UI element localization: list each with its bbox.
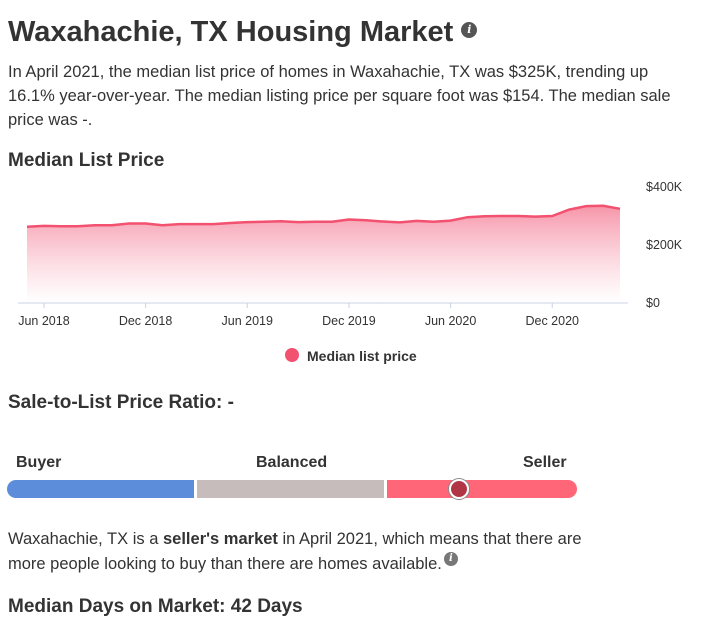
y-tick-label: $400K <box>646 180 683 194</box>
y-tick-label: $200K <box>646 238 683 252</box>
market-type-emphasis: seller's market <box>163 530 278 548</box>
y-axis-ticks: $400K $200K $0 <box>646 180 683 310</box>
chart-legend[interactable]: Median list price <box>285 348 417 364</box>
legend-label: Median list price <box>307 348 417 364</box>
x-tick-label: Dec 2020 <box>525 314 579 328</box>
seller-label: Seller <box>523 454 567 471</box>
market-summary-prefix: Waxahachie, TX is a <box>8 530 163 548</box>
x-tick-label: Dec 2018 <box>119 314 173 328</box>
info-icon[interactable]: i <box>443 551 458 566</box>
seller-segment <box>387 480 577 498</box>
series-line <box>26 204 621 228</box>
x-axis-ticks: Jun 2018 Dec 2018 Jun 2019 Dec 2019 Jun 2020… <box>18 303 579 328</box>
x-tick-label: Jun 2018 <box>18 314 69 328</box>
ratio-marker[interactable] <box>449 479 469 499</box>
intro-paragraph: In April 2021, the median list price of … <box>8 63 671 129</box>
x-tick-label: Jun 2020 <box>425 314 476 328</box>
median-list-price-heading: Median List Price <box>8 150 165 171</box>
days-on-market-heading: Median Days on Market: 42 Days <box>8 596 303 617</box>
buyer-segment <box>7 480 194 498</box>
y-tick-label: $0 <box>646 296 660 310</box>
x-tick-label: Dec 2019 <box>322 314 376 328</box>
chart-area <box>27 205 620 303</box>
legend-marker <box>285 348 299 363</box>
balanced-segment <box>197 480 384 498</box>
page-title-text: Waxahachie, TX Housing Market <box>8 16 454 48</box>
x-tick-label: Jun 2019 <box>222 314 273 328</box>
buyer-label: Buyer <box>16 454 62 471</box>
market-summary-suffix: in April 2021, which means that there ar… <box>8 530 582 573</box>
sale-to-list-heading: Sale-to-List Price Ratio: - <box>8 392 234 413</box>
info-icon[interactable]: i <box>461 22 478 39</box>
market-summary: Waxahachie, TX is a seller's market in A… <box>8 527 588 577</box>
page-title: Waxahachie, TX Housing Market i <box>8 16 478 49</box>
balanced-label: Balanced <box>256 454 328 471</box>
median-list-price-chart[interactable]: Jun 2018 Dec 2018 Jun 2019 Dec 2019 Jun 2020… <box>0 175 708 335</box>
